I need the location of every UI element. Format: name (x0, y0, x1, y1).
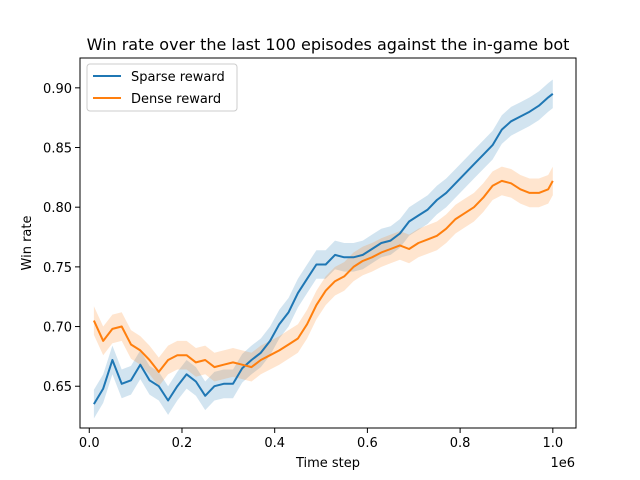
x-axis-label: Time step (295, 456, 360, 471)
x-tick-label: 0.0 (79, 436, 100, 451)
band-dense-reward (93, 166, 553, 387)
x-tick-label: 1.0 (542, 436, 563, 451)
x-tick-label: 0.4 (264, 436, 285, 451)
x-axis-offset-label: 1e6 (550, 456, 575, 471)
legend-label-sparse-reward: Sparse reward (131, 70, 225, 85)
y-axis-ticks: 0.65 0.70 0.75 0.80 0.85 0.90 (43, 82, 80, 395)
band-sparse-reward (93, 79, 553, 419)
x-tick-label: 0.2 (172, 436, 193, 451)
series-lines (92, 93, 554, 405)
legend-label-dense-reward: Dense reward (131, 92, 221, 107)
y-tick-label: 0.65 (43, 380, 72, 395)
y-tick-label: 0.75 (43, 261, 72, 276)
line-sparse-reward (93, 93, 554, 405)
y-tick-label: 0.80 (43, 201, 72, 216)
chart-title: Win rate over the last 100 episodes agai… (87, 35, 570, 54)
legend-box (86, 63, 238, 112)
legend: Sparse reward Dense reward (86, 63, 238, 112)
y-axis-label: Win rate (20, 216, 35, 271)
x-tick-label: 0.6 (357, 436, 378, 451)
y-tick-label: 0.85 (43, 142, 72, 157)
x-tick-label: 0.8 (450, 436, 471, 451)
y-tick-label: 0.90 (43, 82, 72, 97)
x-axis-ticks: 0.0 0.2 0.4 0.6 0.8 1.0 (79, 428, 563, 451)
line-dense-reward (92, 179, 554, 373)
y-tick-label: 0.70 (43, 321, 72, 336)
confidence-bands (93, 79, 553, 419)
plot-frame (79, 57, 577, 429)
